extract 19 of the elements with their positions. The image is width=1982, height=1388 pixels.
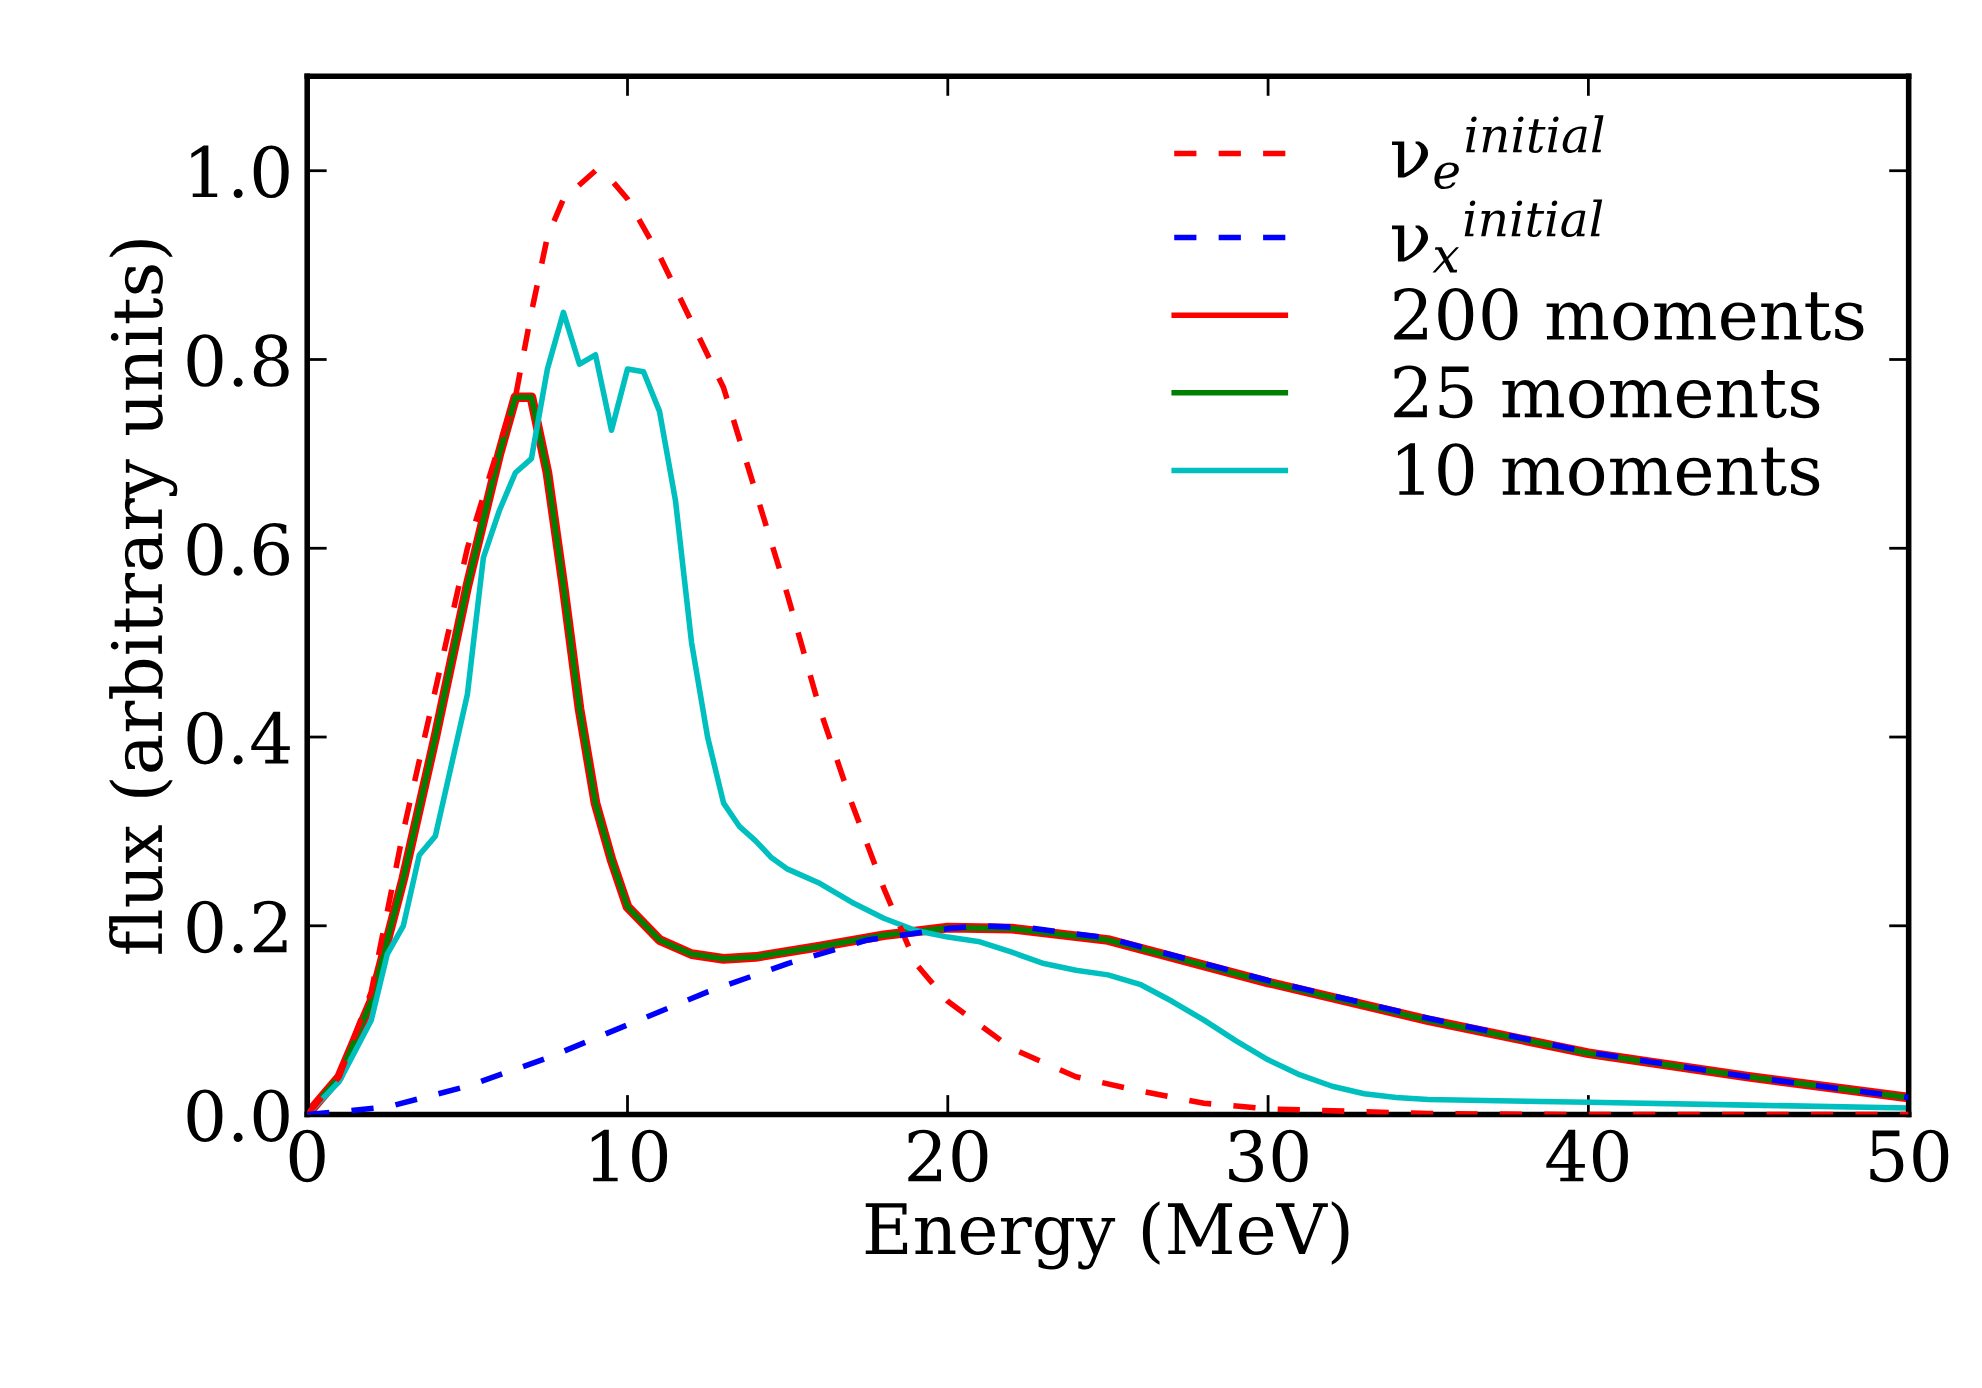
- y-axis-title: flux (arbitrary units): [109, 240, 178, 954]
- legend-label: ν$_{e}$$^{initial}$: [1392, 115, 1604, 190]
- legend-label: 200 moments: [1394, 287, 1864, 341]
- x-tick-label: 40: [1546, 1129, 1628, 1183]
- legend-label: 10 moments: [1397, 443, 1820, 496]
- x-axis-title: Energy (MeV): [865, 1201, 1349, 1270]
- y-tick-label: 0.4: [187, 711, 290, 765]
- y-tick-label: 0.2: [187, 900, 287, 954]
- y-tick-label: 0.8: [187, 334, 289, 387]
- y-tick-label: 0.0: [187, 1089, 289, 1142]
- y-tick-label: 0.6: [187, 523, 289, 576]
- x-tick-label: 50: [1870, 1129, 1949, 1183]
- x-tick-label: 20: [908, 1129, 988, 1183]
- x-tick-label: 30: [1229, 1129, 1308, 1183]
- x-tick-label: 0: [289, 1129, 325, 1183]
- legend-label: ν$_{x}$$^{initial}$: [1392, 199, 1603, 273]
- x-tick-label: 10: [591, 1129, 668, 1183]
- legend-label: 25 moments: [1394, 365, 1820, 419]
- y-tick-label: 1.0: [191, 145, 289, 199]
